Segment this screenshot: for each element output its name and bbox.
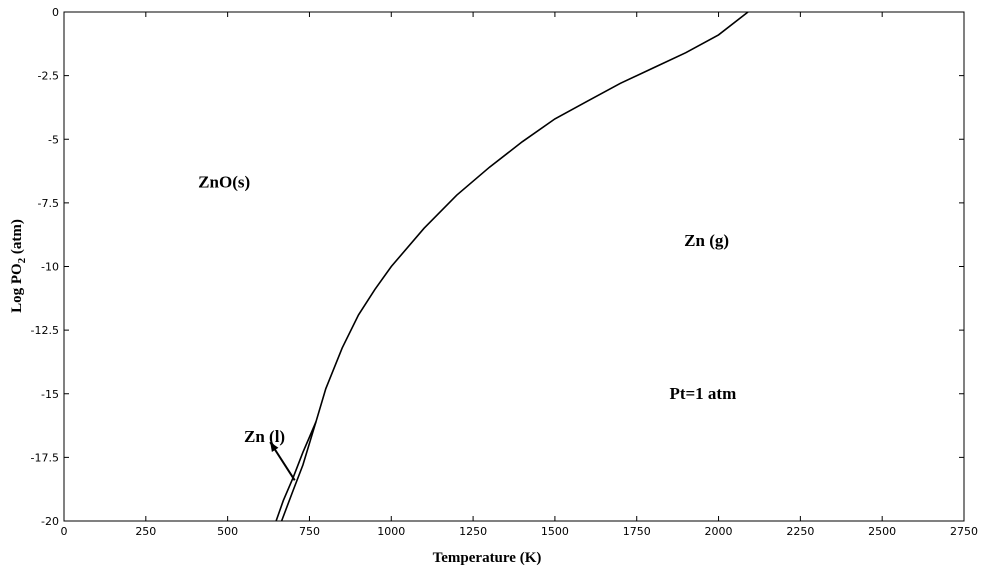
- y-tick-label: -5: [48, 133, 59, 146]
- x-tick-label: 2000: [705, 525, 733, 538]
- y-tick-label: -12.5: [31, 324, 59, 337]
- y-axis-title-subscript: 2: [16, 257, 28, 263]
- plot-area-frame: [63, 11, 965, 522]
- x-tick-label: 1750: [623, 525, 651, 538]
- y-axis-title: Log PO2 (atm): [9, 219, 28, 313]
- region-label: Pt=1 atm: [669, 384, 736, 403]
- x-tick-label: 2250: [786, 525, 814, 538]
- region-label: Zn (l): [244, 427, 285, 446]
- x-axis-title: Temperature (K): [433, 550, 542, 566]
- x-tick-label: 250: [135, 525, 156, 538]
- y-tick-label: -7.5: [38, 197, 59, 210]
- arrow-head: [270, 442, 279, 452]
- boundary-line-2: [275, 421, 317, 522]
- x-tick-label: 1000: [377, 525, 405, 538]
- x-tick-label: 500: [217, 525, 238, 538]
- y-axis-title-suffix: (atm): [9, 219, 25, 258]
- zn-liquid-arrow: [269, 441, 296, 481]
- y-tick-label: -10: [41, 261, 59, 274]
- y-tick-label: -15: [41, 388, 59, 401]
- boundary-lines: [275, 11, 749, 522]
- boundary-line-1: [280, 11, 749, 522]
- region-labels: ZnO(s) Zn (g) Pt=1 atm Zn (l): [198, 173, 736, 447]
- y-tick-label: -20: [41, 515, 59, 528]
- y-axis-ticks: 0 -2.5 -5 -7.5 -10 -12.5 -15 -17.5 -20: [31, 6, 964, 528]
- x-tick-label: 750: [299, 525, 320, 538]
- y-tick-label: 0: [52, 6, 59, 19]
- region-label: ZnO(s): [198, 173, 250, 192]
- x-axis-ticks: 0 250 500 750 1000 1250 1500 1750 2000 2250 2500 27…: [61, 12, 978, 538]
- y-tick-label: -2.5: [38, 70, 59, 83]
- x-tick-label: 1500: [541, 525, 569, 538]
- x-tick-label: 1250: [459, 525, 487, 538]
- region-label: Zn (g): [684, 231, 729, 250]
- y-axis-title-prefix: Log PO: [9, 263, 25, 313]
- x-tick-label: 2750: [950, 525, 978, 538]
- y-tick-label: -17.5: [31, 451, 59, 464]
- x-tick-label: 2500: [868, 525, 896, 538]
- x-tick-label: 0: [61, 525, 68, 538]
